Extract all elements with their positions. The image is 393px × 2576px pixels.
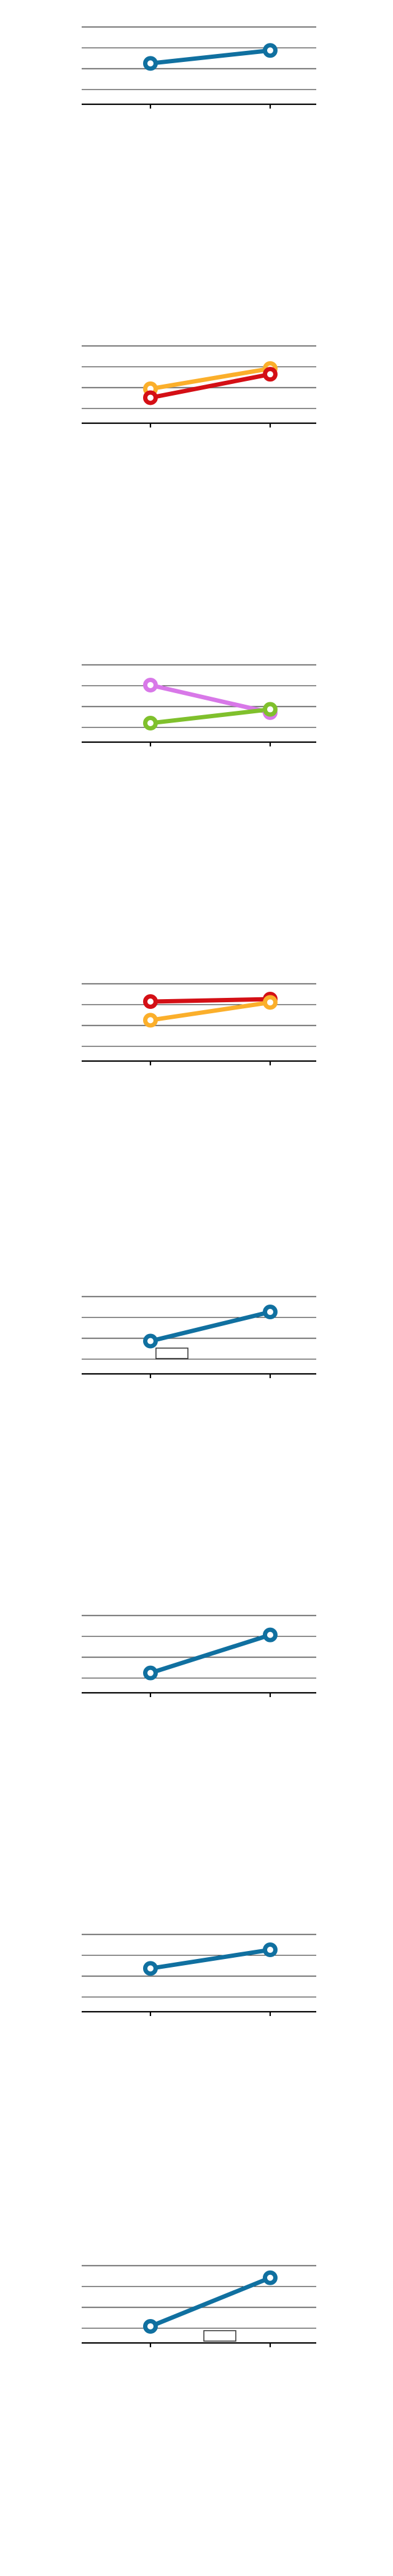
series-line	[148, 2275, 273, 2329]
data-point-marker[interactable]	[143, 2318, 158, 2334]
chart-panel	[0, 1907, 393, 2226]
series-line	[148, 707, 273, 726]
chart-panel	[0, 957, 393, 1276]
data-point-marker[interactable]	[143, 994, 158, 1009]
chart-panel	[0, 0, 393, 319]
data-point-marker[interactable]	[143, 1013, 158, 1028]
legend-box[interactable]	[155, 1347, 189, 1359]
data-point-marker[interactable]	[143, 1665, 158, 1681]
chart-panel	[0, 1589, 393, 1907]
data-point-marker[interactable]	[263, 995, 278, 1010]
data-point-marker[interactable]	[143, 1333, 158, 1349]
data-point-marker[interactable]	[263, 1627, 278, 1643]
series-line	[148, 1633, 273, 1676]
data-point-marker[interactable]	[263, 1942, 278, 1958]
chart-panel	[0, 2239, 393, 2558]
series-line	[148, 997, 273, 1004]
series-line	[148, 1000, 273, 1022]
chart-panel	[0, 319, 393, 638]
series-line	[148, 683, 273, 715]
data-point-marker[interactable]	[143, 390, 158, 405]
data-point-marker[interactable]	[263, 702, 278, 717]
data-point-marker[interactable]	[263, 2270, 278, 2285]
series-line	[148, 372, 273, 400]
data-point-marker[interactable]	[263, 367, 278, 382]
legend-box[interactable]	[203, 2330, 236, 2342]
data-point-marker[interactable]	[263, 1305, 278, 1320]
series-line	[148, 1309, 273, 1344]
chart-panel	[0, 638, 393, 957]
data-point-marker[interactable]	[263, 43, 278, 58]
series-line	[148, 366, 273, 391]
chart-panel	[0, 1270, 393, 1589]
data-point-marker[interactable]	[143, 56, 158, 71]
data-point-marker[interactable]	[143, 677, 158, 692]
data-point-marker[interactable]	[143, 716, 158, 730]
series-line	[148, 1947, 273, 1971]
series-line	[148, 48, 273, 66]
data-point-marker[interactable]	[143, 1961, 158, 1976]
